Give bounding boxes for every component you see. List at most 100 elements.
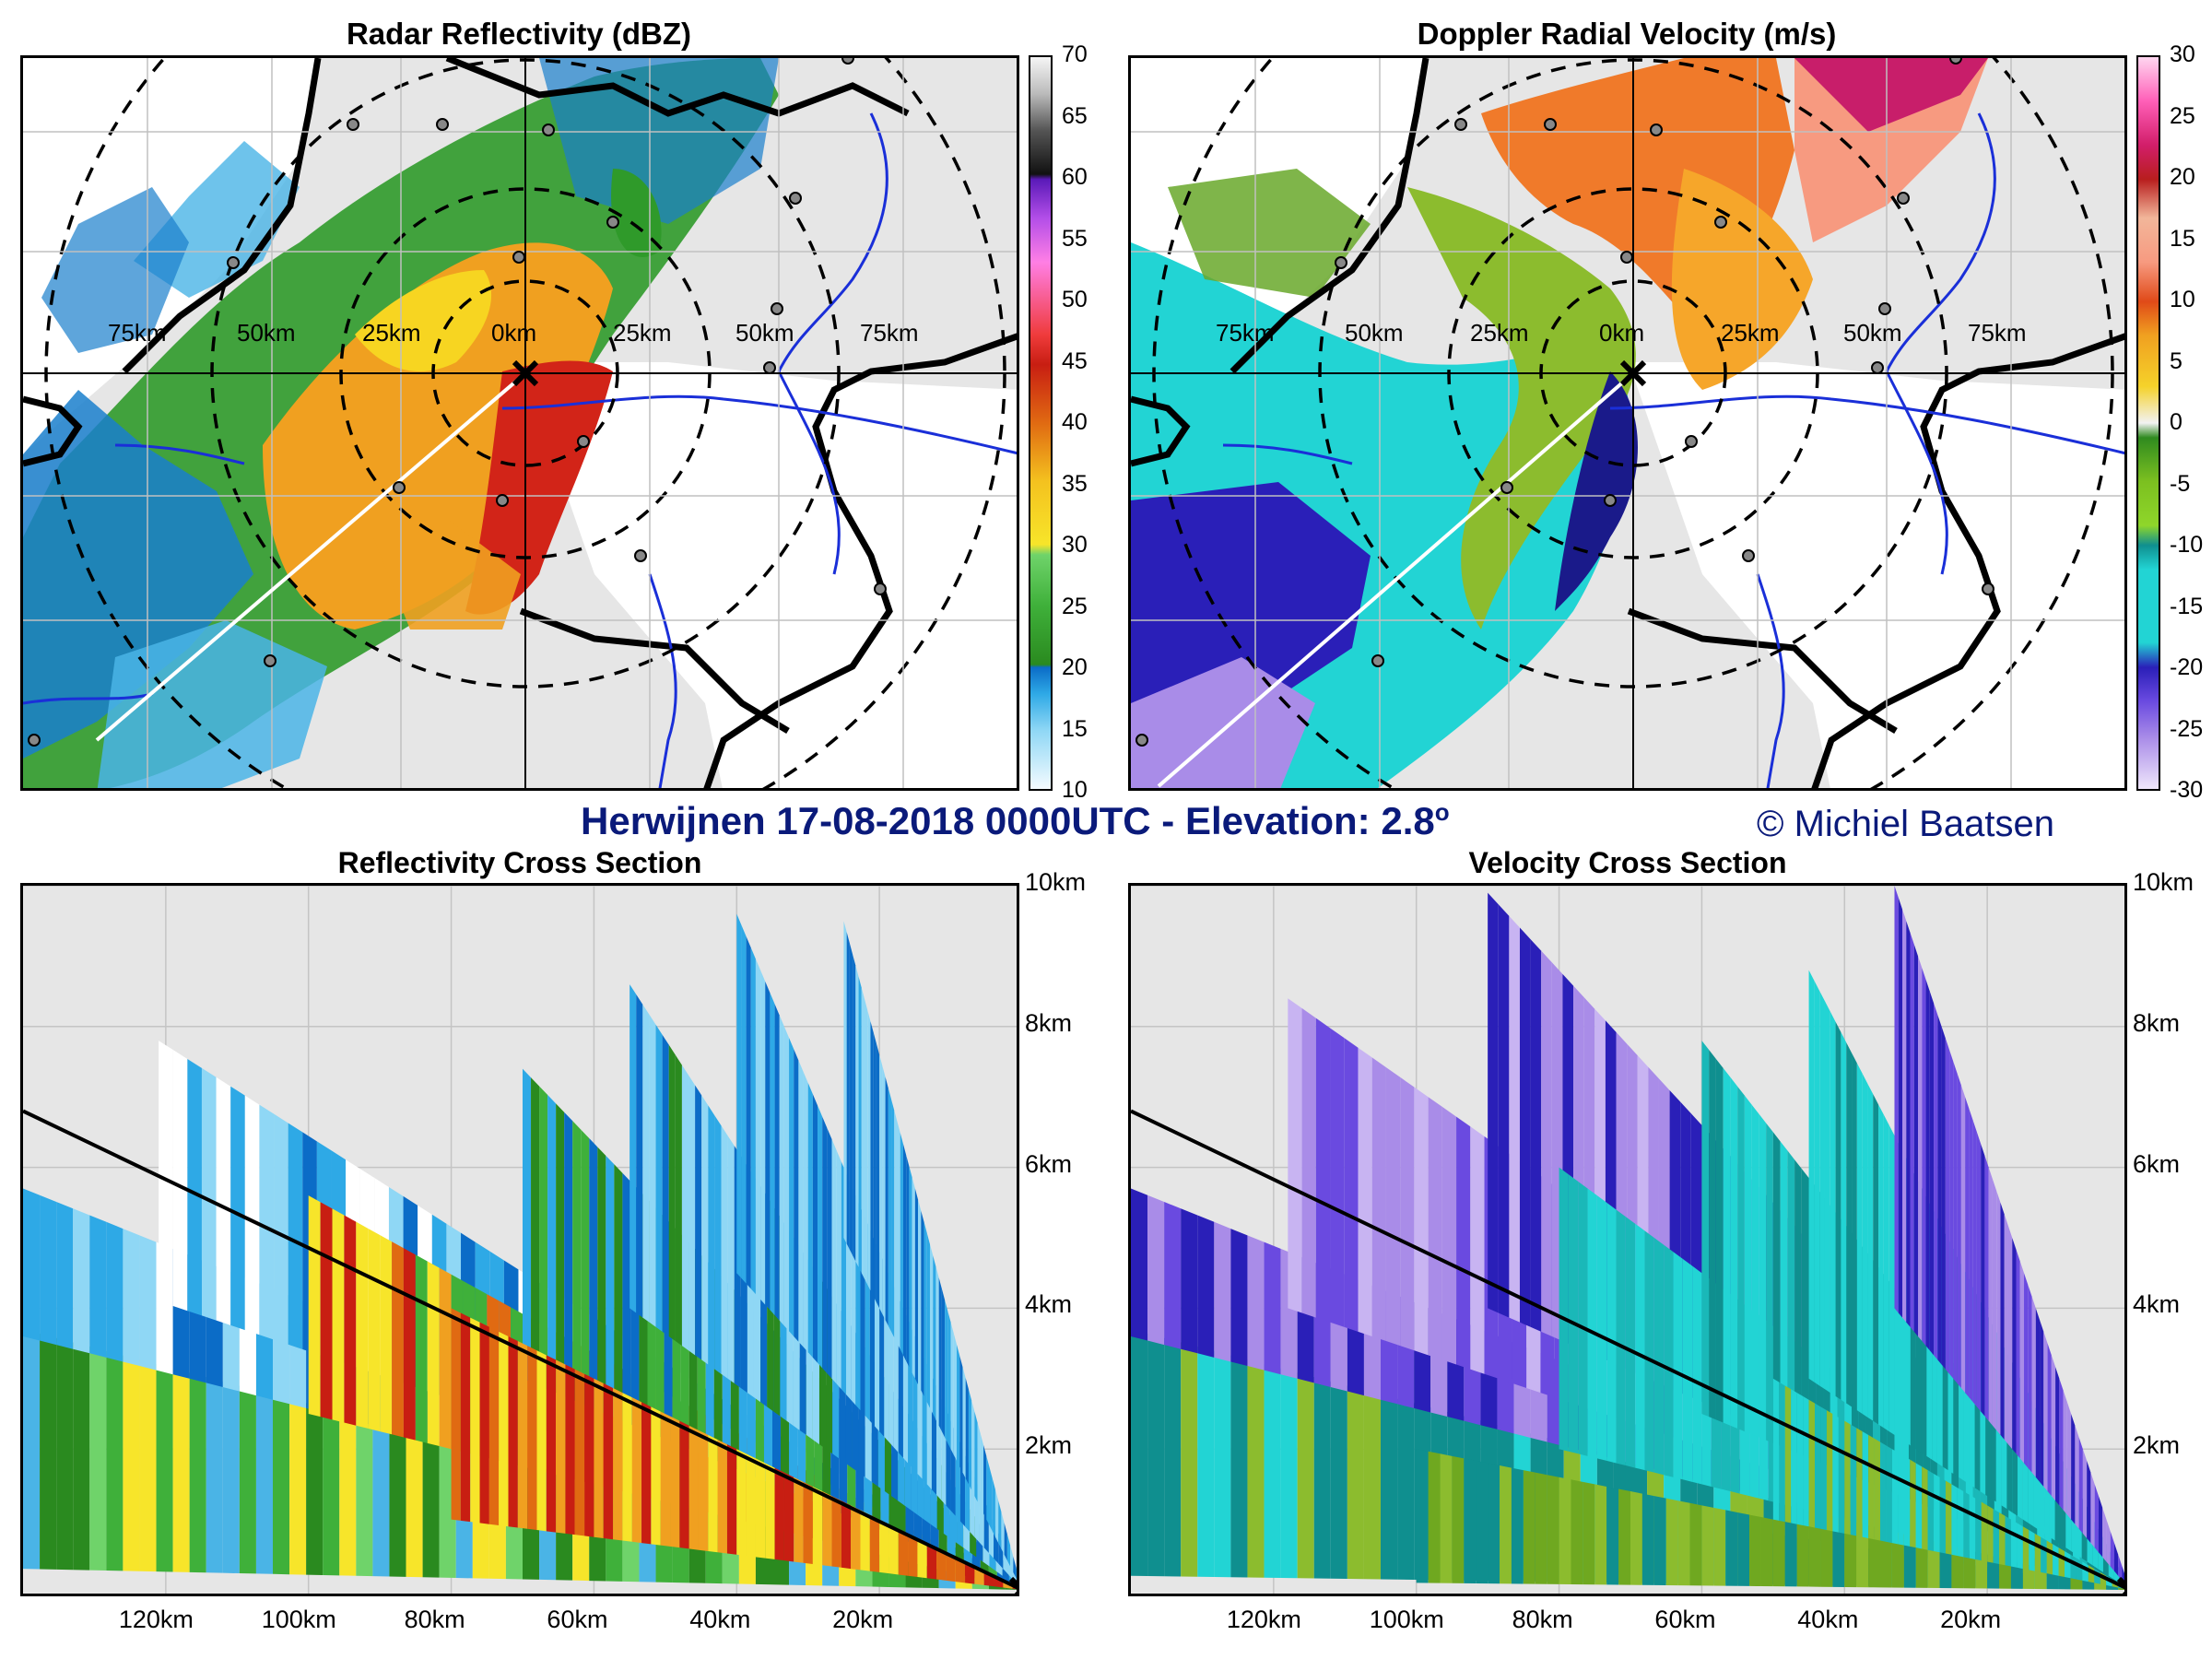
y-tick-label: 2km [2133,1431,2181,1460]
main-title-text: Herwijnen 17-08-2018 0000UTC - Elevation… [581,799,1435,842]
beam-segment [774,1467,784,1561]
reflectivity-xs-title: Reflectivity Cross Section [337,846,702,879]
beam-segment [1596,1195,1607,1461]
beam-segment [783,1026,790,1332]
beam-segment [1976,1132,1982,1412]
beam-segment [1358,1047,1372,1336]
beam-segment [439,1267,452,1450]
beam-segment [1559,1477,1571,1585]
country-borders [23,58,1017,788]
cross-section-line [1157,371,1635,788]
beam-segment [1441,1106,1457,1365]
beam-segment [897,1121,900,1349]
beam-segment [1910,1459,1916,1557]
range-label: 50km [1843,319,1902,347]
beam-segment [765,1463,775,1559]
beam-segment [1898,1453,1904,1555]
beam-segment [1498,904,1510,1318]
degree-symbol: o [1434,798,1450,826]
beam-segment [765,981,771,1311]
beam-segment [924,1221,927,1403]
beam-segment [589,1138,598,1411]
beam-segment [1835,1021,1841,1400]
beam-segment [1927,1549,1940,1588]
beam-segment [1247,1359,1265,1578]
beam-segment [1131,1329,1148,1576]
beam-segment [1535,1472,1547,1584]
beam-segment [320,1202,333,1420]
beam-segment [2041,1536,2047,1577]
beam-segment [216,1077,231,1325]
beam-segment [1164,1202,1182,1349]
beam-segment [470,1317,480,1524]
velocity-xs-title: Velocity Cross Section [1468,846,1787,879]
beam-segment [1488,1463,1500,1584]
beam-segment [2029,1530,2035,1575]
beam-segment [1476,1460,1488,1584]
beam-segment [1701,1041,1710,1418]
beam-segment [860,1510,870,1571]
beam-segment [1945,1038,1950,1374]
beam-segment [1016,1567,1017,1580]
beam-segment [642,1004,650,1323]
y-tick-label: 6km [1025,1149,1073,1178]
beam-segment [23,1329,41,1570]
beam-segment [807,1082,813,1358]
colorbar-tick-label: 0 [2170,409,2183,435]
beam-segment [1452,1455,1465,1583]
beam-segment [1511,1467,1524,1584]
beam-segment [746,1453,756,1558]
beam-segment [2102,1507,2107,1562]
beam-segment [1641,1493,1654,1585]
beam-segment [368,1228,381,1432]
colorbar-tick-label: 20 [1062,654,1088,680]
beam-segment [865,998,868,1285]
beam-segment [1888,1124,1895,1435]
beam-segment [798,1060,804,1347]
x-tick-label: 60km [1654,1606,1716,1633]
beam-segment [1880,1540,1892,1588]
velocity-colorbar [2136,55,2160,791]
elevation-beam [843,921,1017,1580]
beam-segment [392,1241,404,1438]
beam-segment [955,1557,966,1583]
beam-segment [789,1038,794,1336]
beam-segment [1664,1244,1674,1477]
colorbar-tick-label: 65 [1062,102,1088,129]
beam-segment [2078,1437,2083,1534]
beam-segment [244,1095,260,1335]
beam-segment [1826,1410,1833,1544]
beam-segment [1673,1252,1683,1480]
beam-segment [2082,1449,2088,1538]
beam-segment [1713,1507,1726,1586]
beam-segment [1470,1126,1485,1374]
x-tick-label: 20km [1940,1606,2002,1633]
beam-segment [1941,1026,1946,1370]
beam-segment [1692,1265,1702,1485]
beam-segment [933,1255,936,1420]
beam-segment [1744,1095,1752,1435]
beam-segment [531,1077,540,1386]
beam-segment [479,1322,489,1524]
beam-segment [855,965,859,1267]
beam-segment [2000,1202,2005,1441]
beam-segment [1988,1167,1993,1426]
beam-segment [2075,1425,2079,1529]
reflectivity-colorbar [1029,55,1053,791]
beam-segment [714,1115,722,1374]
beam-segment [2046,1573,2059,1590]
beam-segment [1330,1028,1345,1327]
beam-segment [2019,1261,2025,1464]
y-tick-label: 10km [2133,868,2194,896]
beam-segment [139,1235,157,1371]
beam-segment [941,1288,946,1438]
beam-segment [1264,1241,1281,1375]
beam-segment [1803,1395,1809,1539]
beam-segment [1791,1389,1797,1537]
beam-segment [1385,1067,1401,1347]
map-grid [23,58,1017,788]
beam-segment [451,1308,461,1521]
beam-segment [1784,1522,1797,1587]
beam-segment [1701,1505,1714,1586]
beam-segment [156,1364,173,1572]
